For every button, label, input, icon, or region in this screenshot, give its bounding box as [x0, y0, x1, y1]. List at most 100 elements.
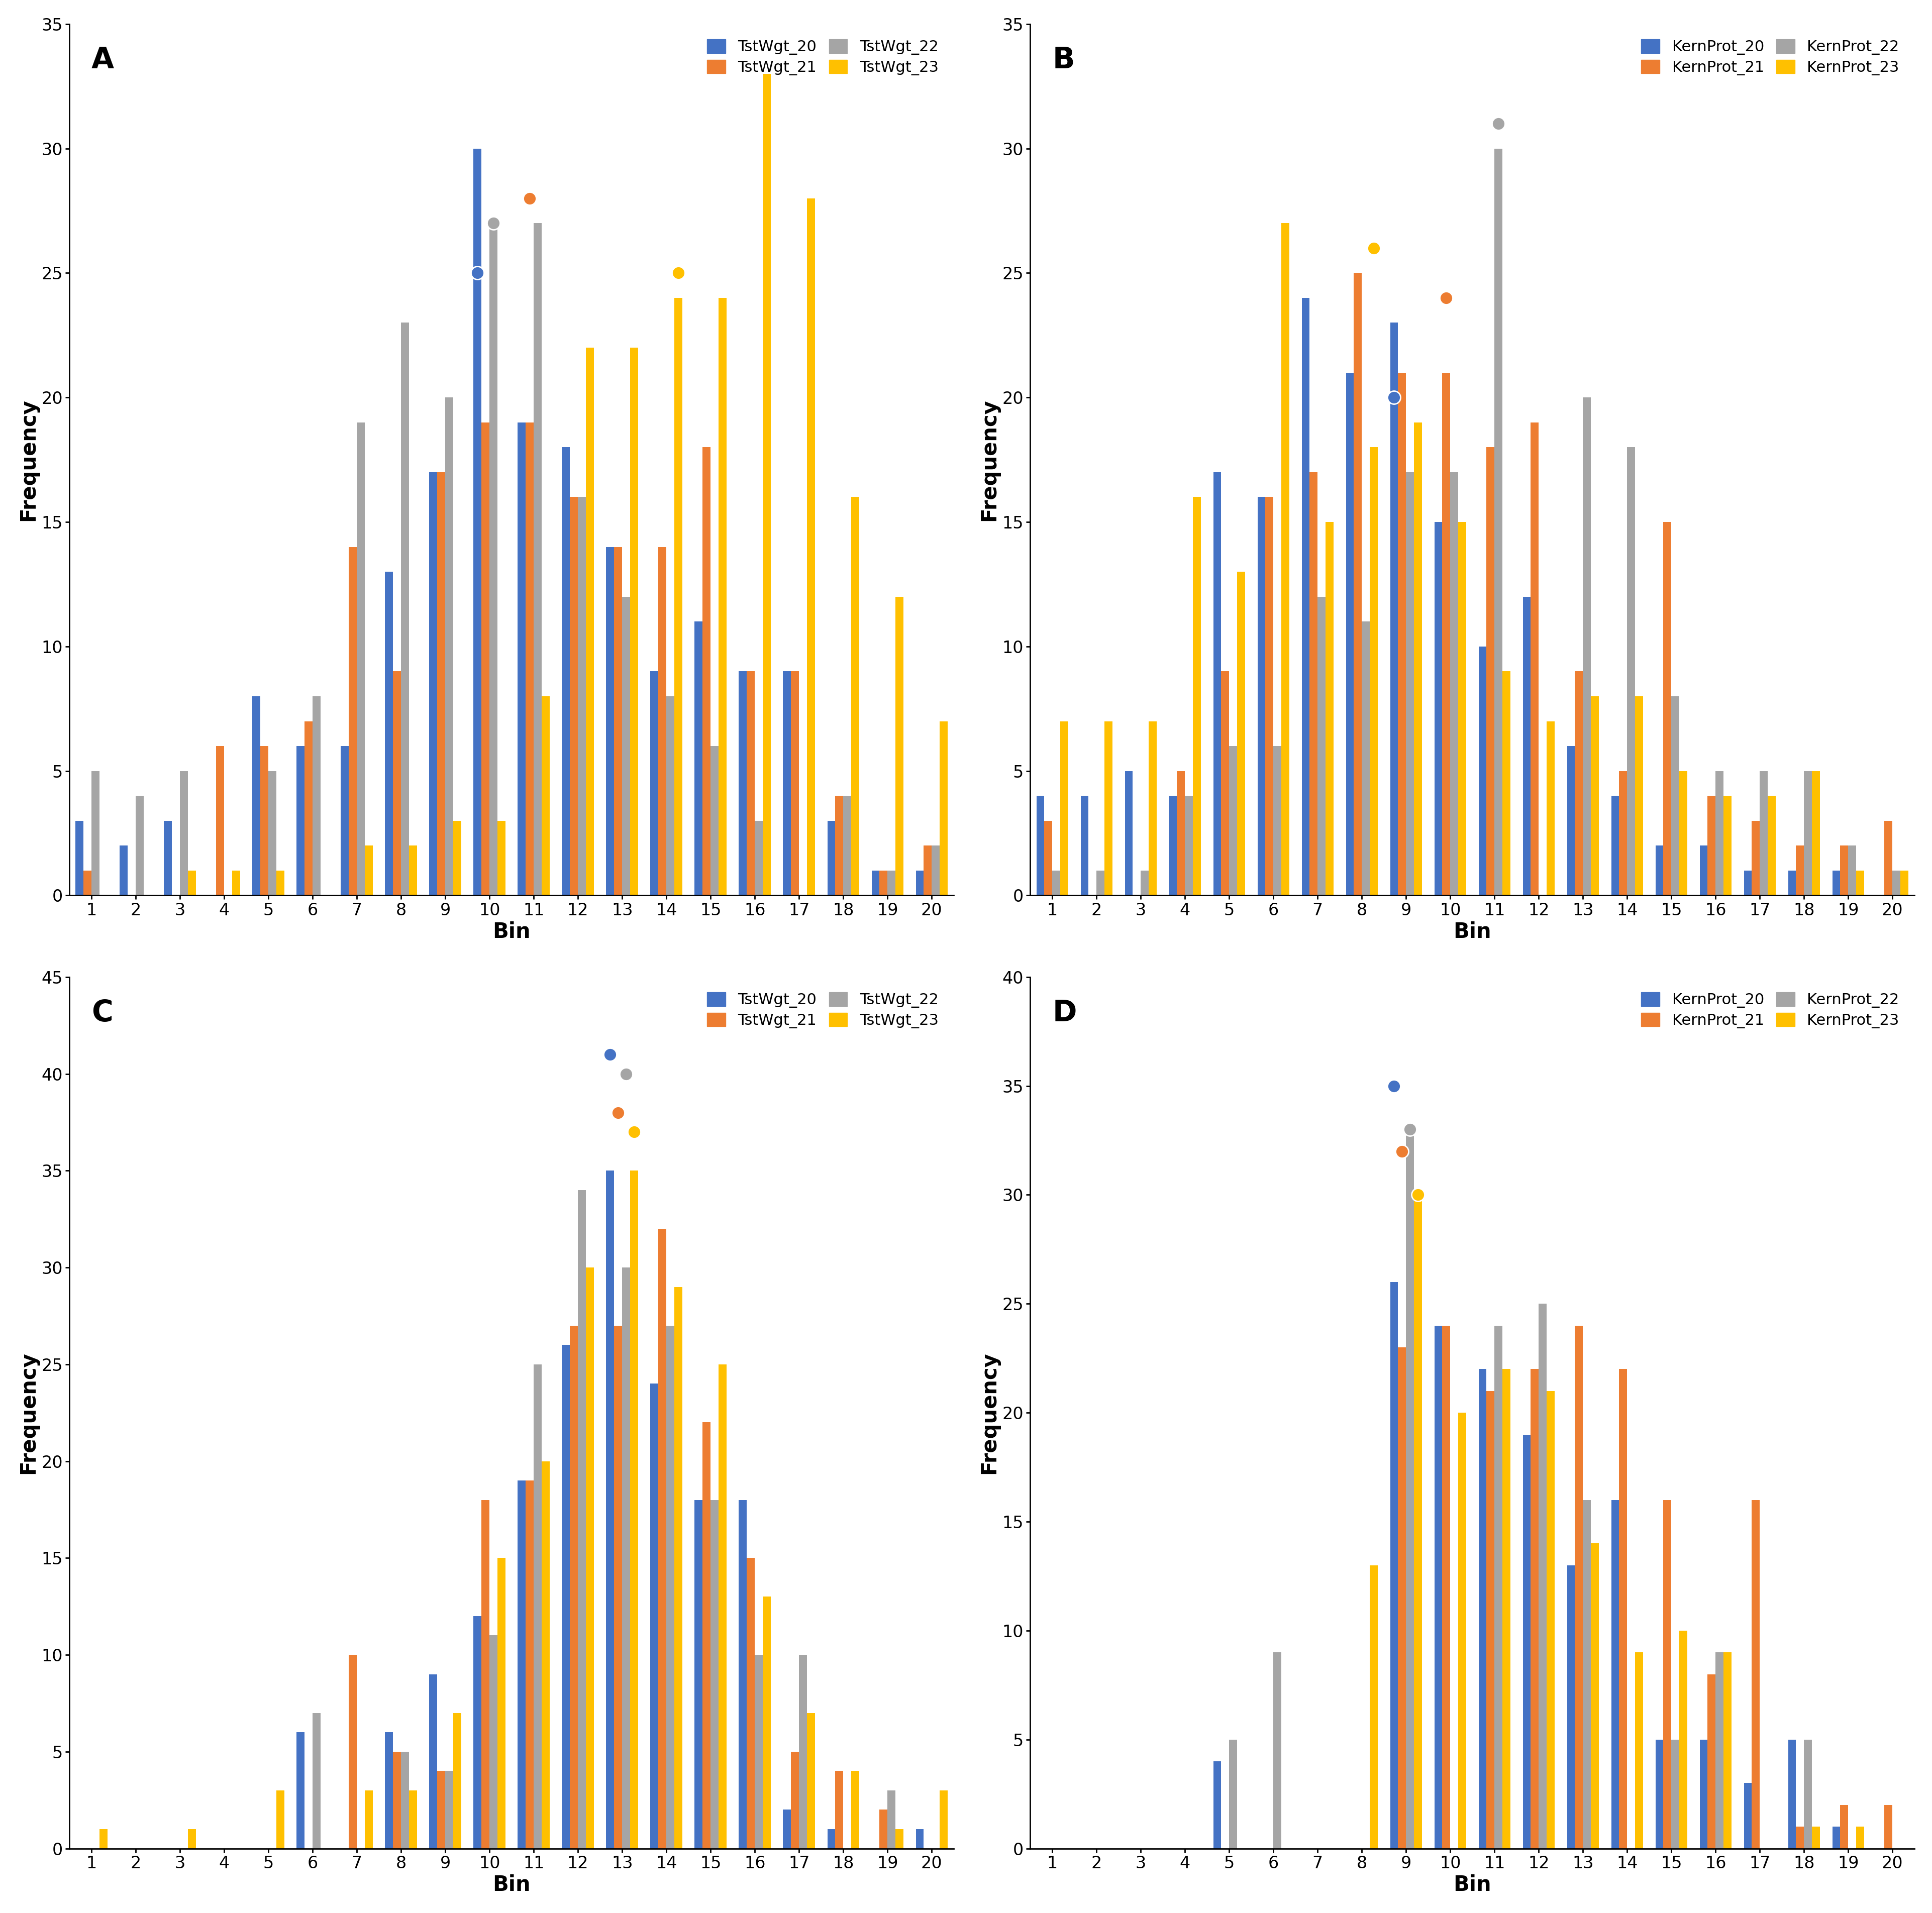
- Bar: [1812, 771, 1820, 895]
- Bar: [659, 547, 667, 895]
- Point: [1358, 233, 1389, 264]
- Bar: [1522, 597, 1530, 895]
- Bar: [1700, 846, 1708, 895]
- Bar: [1567, 1565, 1575, 1848]
- Bar: [481, 1500, 489, 1848]
- Bar: [518, 423, 526, 895]
- Bar: [1768, 796, 1776, 895]
- Bar: [541, 696, 549, 895]
- Bar: [1265, 497, 1273, 895]
- Bar: [1414, 423, 1422, 895]
- Bar: [1406, 473, 1414, 895]
- Bar: [1611, 1500, 1619, 1848]
- Bar: [1804, 771, 1812, 895]
- Bar: [711, 1500, 719, 1848]
- Bar: [1495, 149, 1503, 895]
- Bar: [748, 671, 755, 895]
- Bar: [1053, 870, 1061, 895]
- Bar: [696, 1500, 703, 1848]
- Bar: [489, 1636, 497, 1848]
- Bar: [1789, 870, 1797, 895]
- Text: D: D: [1053, 999, 1076, 1027]
- Point: [1379, 383, 1410, 413]
- Text: A: A: [91, 46, 114, 75]
- Bar: [1478, 647, 1486, 895]
- Bar: [667, 696, 674, 895]
- Bar: [651, 1383, 659, 1848]
- Bar: [1716, 771, 1723, 895]
- Bar: [738, 1500, 748, 1848]
- Bar: [1832, 870, 1841, 895]
- Bar: [738, 671, 748, 895]
- Bar: [578, 497, 585, 895]
- Bar: [1619, 1370, 1627, 1848]
- Bar: [808, 1712, 815, 1848]
- Bar: [1061, 721, 1068, 895]
- Bar: [827, 821, 835, 895]
- Bar: [1522, 1435, 1530, 1848]
- Bar: [748, 1557, 755, 1848]
- Bar: [261, 746, 269, 895]
- Bar: [276, 870, 284, 895]
- Bar: [916, 1829, 923, 1848]
- Bar: [1362, 622, 1370, 895]
- Bar: [1486, 448, 1495, 895]
- Bar: [1530, 423, 1538, 895]
- Bar: [392, 1752, 402, 1848]
- Bar: [667, 1326, 674, 1848]
- Bar: [696, 622, 703, 895]
- Bar: [1080, 796, 1088, 895]
- Bar: [384, 572, 392, 895]
- Bar: [350, 547, 357, 895]
- Bar: [1627, 448, 1634, 895]
- Bar: [1434, 522, 1443, 895]
- Legend: TstWgt_20, TstWgt_21, TstWgt_22, TstWgt_23: TstWgt_20, TstWgt_21, TstWgt_22, TstWgt_…: [699, 985, 947, 1037]
- Bar: [1663, 1500, 1671, 1848]
- Bar: [365, 1791, 373, 1848]
- Bar: [614, 1326, 622, 1848]
- Bar: [1434, 1326, 1443, 1848]
- Bar: [1310, 473, 1318, 895]
- Bar: [931, 846, 939, 895]
- Bar: [429, 473, 437, 895]
- Point: [603, 1098, 634, 1129]
- Bar: [1812, 1827, 1820, 1848]
- Bar: [340, 746, 350, 895]
- Bar: [1849, 846, 1857, 895]
- X-axis label: Bin: Bin: [493, 1875, 531, 1896]
- Bar: [1140, 870, 1150, 895]
- Bar: [305, 721, 313, 895]
- Bar: [585, 348, 593, 895]
- Point: [1484, 109, 1515, 140]
- Bar: [835, 1771, 842, 1848]
- Bar: [1671, 1739, 1679, 1848]
- Bar: [1789, 1739, 1797, 1848]
- Bar: [782, 671, 790, 895]
- Bar: [497, 1557, 506, 1848]
- Text: C: C: [91, 999, 112, 1027]
- Bar: [541, 1462, 549, 1848]
- Point: [1387, 1136, 1418, 1167]
- Bar: [887, 870, 895, 895]
- Bar: [1700, 1739, 1708, 1848]
- Point: [611, 1058, 641, 1088]
- Bar: [489, 224, 497, 895]
- Bar: [481, 423, 489, 895]
- Bar: [719, 298, 726, 895]
- Point: [462, 258, 493, 289]
- Bar: [1169, 796, 1177, 895]
- Bar: [1503, 671, 1511, 895]
- Bar: [99, 1829, 108, 1848]
- Bar: [570, 497, 578, 895]
- Text: B: B: [1053, 46, 1074, 75]
- Y-axis label: Frequency: Frequency: [17, 398, 39, 520]
- Bar: [755, 821, 763, 895]
- Bar: [895, 597, 904, 895]
- Bar: [1399, 373, 1406, 895]
- Bar: [835, 796, 842, 895]
- Bar: [1273, 1653, 1281, 1848]
- Bar: [622, 597, 630, 895]
- Bar: [711, 746, 719, 895]
- Bar: [1354, 274, 1362, 895]
- Point: [1379, 1071, 1410, 1102]
